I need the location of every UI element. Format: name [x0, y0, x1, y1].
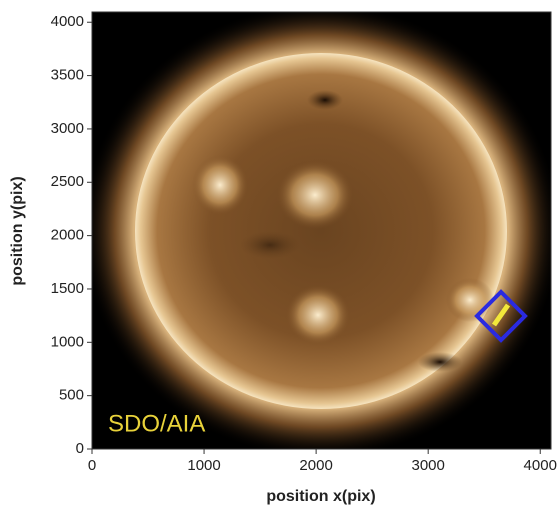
- solar-image: [92, 12, 551, 449]
- y-tick-label: 2000: [51, 227, 84, 244]
- y-tick-label: 1000: [51, 333, 84, 350]
- y-tick-label: 1500: [51, 280, 84, 297]
- y-tick-label: 3500: [51, 67, 84, 84]
- y-tick-label: 4000: [51, 13, 84, 30]
- x-tick-label: 4000: [524, 457, 557, 474]
- x-tick-label: 1000: [187, 457, 220, 474]
- y-tick-label: 2500: [51, 173, 84, 190]
- y-axis-label: position y(pix): [9, 176, 26, 285]
- plot-frame: [91, 11, 552, 450]
- x-tick-label: 3000: [411, 457, 444, 474]
- y-tick-label: 3000: [51, 120, 84, 137]
- x-axis-label: position x(pix): [266, 488, 375, 505]
- region-box: [474, 289, 528, 343]
- y-tick-label: 0: [76, 440, 84, 457]
- y-tick-label: 500: [59, 387, 84, 404]
- x-tick-label: 0: [88, 457, 96, 474]
- annotation: SDO/AIA: [108, 410, 205, 437]
- x-tick-label: 2000: [299, 457, 332, 474]
